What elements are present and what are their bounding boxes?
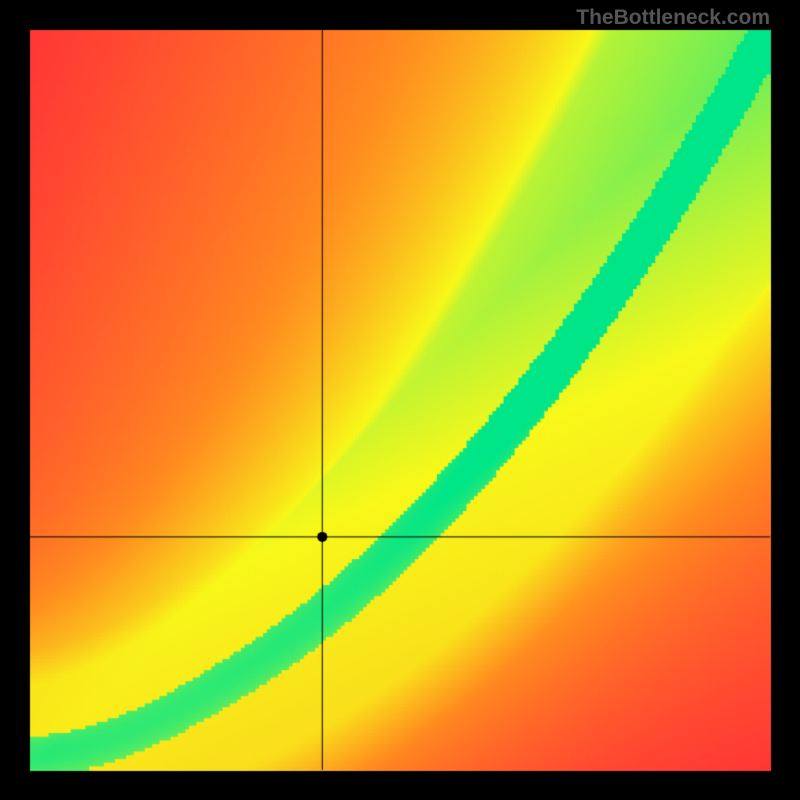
bottleneck-heatmap [0, 0, 800, 800]
chart-container: TheBottleneck.com [0, 0, 800, 800]
attribution-text: TheBottleneck.com [576, 6, 770, 30]
